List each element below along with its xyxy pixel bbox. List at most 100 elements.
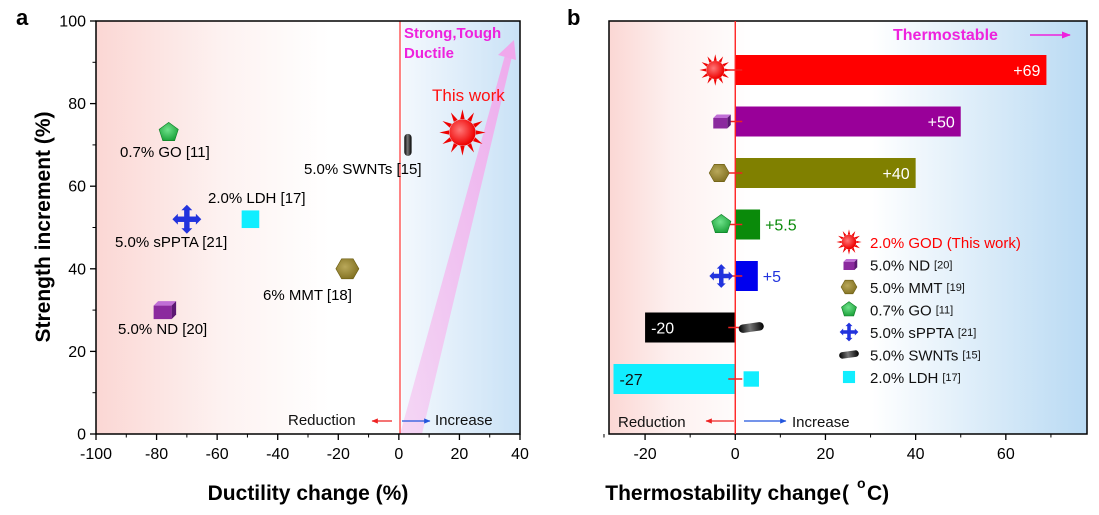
bar-value-label: -27 bbox=[620, 372, 643, 389]
y-tick-label-a: 40 bbox=[68, 261, 86, 278]
y-tick-label-a: 60 bbox=[68, 179, 86, 196]
bar-value-label: -20 bbox=[651, 321, 674, 338]
x-tick-label-b: 0 bbox=[731, 446, 740, 463]
bar-marker-hexagon bbox=[708, 163, 730, 183]
legend-ref: [20] bbox=[934, 260, 952, 272]
scatter-point-hexagon bbox=[335, 258, 360, 280]
x-tick-label-b: 40 bbox=[907, 446, 925, 463]
legend-label: 2.0% LDH bbox=[870, 370, 938, 387]
x-axis-title-b-main: Thermostability change bbox=[605, 482, 841, 505]
y-tick-label-a: 0 bbox=[77, 427, 86, 444]
x-tick-label-a: 40 bbox=[511, 446, 529, 463]
x-tick-label-a: -100 bbox=[80, 446, 112, 463]
bar bbox=[735, 158, 916, 188]
bar bbox=[645, 312, 736, 343]
bar-value-label: +5 bbox=[763, 269, 781, 286]
scatter-point-capsule bbox=[404, 133, 412, 156]
diagonal-arrow-body bbox=[400, 48, 514, 434]
legend-item: 0.7% GO [11] bbox=[841, 301, 954, 320]
this-work-label: This work bbox=[432, 86, 505, 105]
legend-label: 5.0% SWNTs bbox=[870, 348, 958, 365]
hexagon-icon bbox=[840, 279, 858, 295]
legend-ref: [21] bbox=[958, 327, 976, 339]
label-nd: 5.0% ND [20] bbox=[118, 321, 207, 338]
pentagon-icon bbox=[841, 301, 857, 317]
legend-item: 5.0% MMT [19] bbox=[840, 279, 965, 297]
legend-ref: [15] bbox=[962, 350, 980, 362]
panel-a-background bbox=[96, 21, 520, 434]
panel-a-scatter: -100 -80 -60 -40 -20 0 20 40 0 20 40 60 80 100 a Stro… bbox=[16, 5, 529, 505]
legend-ref: [19] bbox=[947, 282, 965, 294]
bar bbox=[613, 364, 736, 394]
x-axis-title-b-unit: C) bbox=[867, 482, 889, 505]
sun-icon bbox=[836, 229, 862, 255]
y-tick-label-a: 20 bbox=[68, 344, 86, 361]
reduction-label-a: Reduction bbox=[288, 412, 356, 429]
scatter-point-sun bbox=[439, 109, 486, 156]
x-tick-label-a: -80 bbox=[145, 446, 168, 463]
panel-a-label: a bbox=[16, 5, 29, 30]
bar-value-label: +69 bbox=[1013, 63, 1040, 80]
bar bbox=[735, 106, 961, 137]
legend-label: 5.0% sPPTA bbox=[870, 325, 954, 342]
label-ldh: 2.0% LDH [17] bbox=[208, 190, 306, 207]
scatter-point-cube bbox=[153, 301, 177, 320]
y-axis-title-a: Strength increment (%) bbox=[32, 111, 55, 342]
diagonal-arrow-head bbox=[498, 40, 516, 60]
panel-b-ticks: -20 0 20 40 60 bbox=[603, 434, 1052, 463]
panel-a-ticks: -100 -80 -60 -40 -20 0 20 40 0 20 40 60 80 100 bbox=[59, 14, 529, 464]
increase-label-a: Increase bbox=[435, 412, 493, 429]
x-tick-label-b: 60 bbox=[997, 446, 1015, 463]
label-go: 0.7% GO [11] bbox=[120, 144, 210, 161]
legend-label: 5.0% ND bbox=[870, 258, 930, 275]
bar-value-label: +5.5 bbox=[765, 218, 797, 235]
bar-marker-square bbox=[743, 371, 759, 387]
x-tick-label-a: 0 bbox=[394, 446, 403, 463]
y-tick-label-a: 100 bbox=[59, 14, 86, 31]
bar-marker-sun bbox=[699, 54, 732, 86]
capsule-icon bbox=[839, 350, 859, 359]
legend-item: 5.0% ND [20] bbox=[843, 258, 952, 275]
legend-item: 5.0% sPPTA [21] bbox=[839, 322, 976, 342]
bar-marker-capsuleH bbox=[738, 322, 764, 333]
panel-b-bars: b Thermostable +69 +50 +40 +5.5 +5 -20 -27 -20… bbox=[567, 5, 1088, 505]
legend: 2.0% GOD (This work) 5.0% ND [20] 5.0% MMT [… bbox=[836, 229, 1021, 387]
bar-marker-pentagon bbox=[711, 214, 732, 233]
panel-b-bar-group: +69 +50 +40 +5.5 +5 -20 -27 bbox=[613, 21, 1047, 434]
reduction-label-b: Reduction bbox=[618, 414, 686, 431]
corner-text-line1: Strong,Tough bbox=[404, 25, 501, 42]
scatter-point-square bbox=[241, 210, 260, 229]
square-icon bbox=[842, 370, 856, 384]
legend-ref: [17] bbox=[942, 372, 960, 384]
legend-item: 2.0% GOD (This work) bbox=[836, 229, 1021, 255]
x-tick-label-a: -60 bbox=[206, 446, 229, 463]
x-tick-label-b: 20 bbox=[817, 446, 835, 463]
corner-text-line2: Ductile bbox=[404, 45, 454, 62]
legend-label: 5.0% MMT bbox=[870, 280, 943, 297]
cube-icon bbox=[843, 259, 858, 270]
panel-a-points bbox=[153, 109, 486, 320]
panel-b-label: b bbox=[567, 5, 580, 30]
x-axis-title-b-degree: o bbox=[857, 475, 866, 491]
legend-label: 2.0% GOD (This work) bbox=[870, 235, 1021, 252]
x-tick-label-a: -20 bbox=[327, 446, 350, 463]
label-sppta: 5.0% sPPTA [21] bbox=[115, 234, 227, 251]
panel-b-frame bbox=[608, 20, 1088, 435]
legend-item: 5.0% SWNTs [15] bbox=[839, 348, 981, 365]
bar bbox=[735, 55, 1047, 85]
bar bbox=[735, 261, 758, 291]
x-tick-label-a: 20 bbox=[451, 446, 469, 463]
legend-ref: [11] bbox=[936, 305, 954, 317]
bar-marker-cross bbox=[709, 264, 734, 288]
x-tick-label-a: -40 bbox=[266, 446, 289, 463]
label-mmt: 6% MMT [18] bbox=[263, 287, 352, 304]
increase-label-b: Increase bbox=[792, 414, 850, 431]
bar-value-label: +50 bbox=[928, 115, 955, 132]
x-tick-label-b: -20 bbox=[634, 446, 657, 463]
label-swnts: 5.0% SWNTs [15] bbox=[304, 161, 422, 178]
legend-item: 2.0% LDH [17] bbox=[842, 370, 961, 387]
bar-marker-cube bbox=[713, 114, 731, 129]
bar-value-label: +40 bbox=[883, 166, 910, 183]
scatter-point-cross bbox=[172, 204, 202, 234]
